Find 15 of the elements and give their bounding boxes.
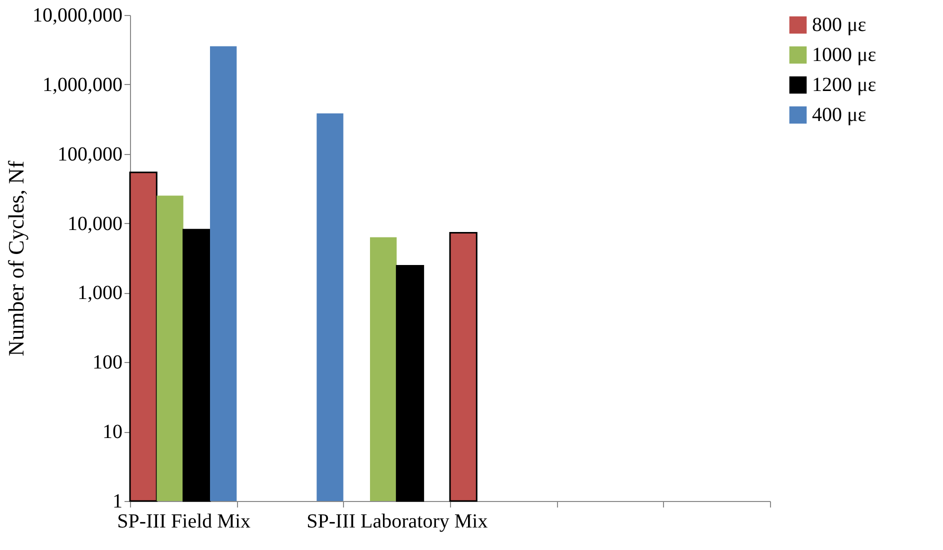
y-tick-label: 1,000,000 xyxy=(42,74,122,96)
y-tick-label: 10,000 xyxy=(68,212,122,235)
y-tick-label: 10 xyxy=(102,421,122,444)
legend-label: 800 με xyxy=(812,14,866,36)
y-tick-label: 1,000 xyxy=(78,282,122,304)
legend-label: 1200 με xyxy=(812,74,876,96)
x-tick-label: SP-III Laboratory Mix xyxy=(306,510,488,532)
y-tick-label: 1 xyxy=(112,490,122,512)
y-tick-label: 100,000 xyxy=(58,143,122,166)
legend-label: 1000 με xyxy=(812,44,876,66)
y-tick-label: 10,000,000 xyxy=(32,4,122,26)
legend-label: 400 με xyxy=(812,104,866,126)
y-axis-title: Number of Cycles, Nf xyxy=(4,160,28,356)
y-tick-label: 100 xyxy=(92,352,122,374)
x-tick-label: SP-III Field Mix xyxy=(117,510,251,532)
